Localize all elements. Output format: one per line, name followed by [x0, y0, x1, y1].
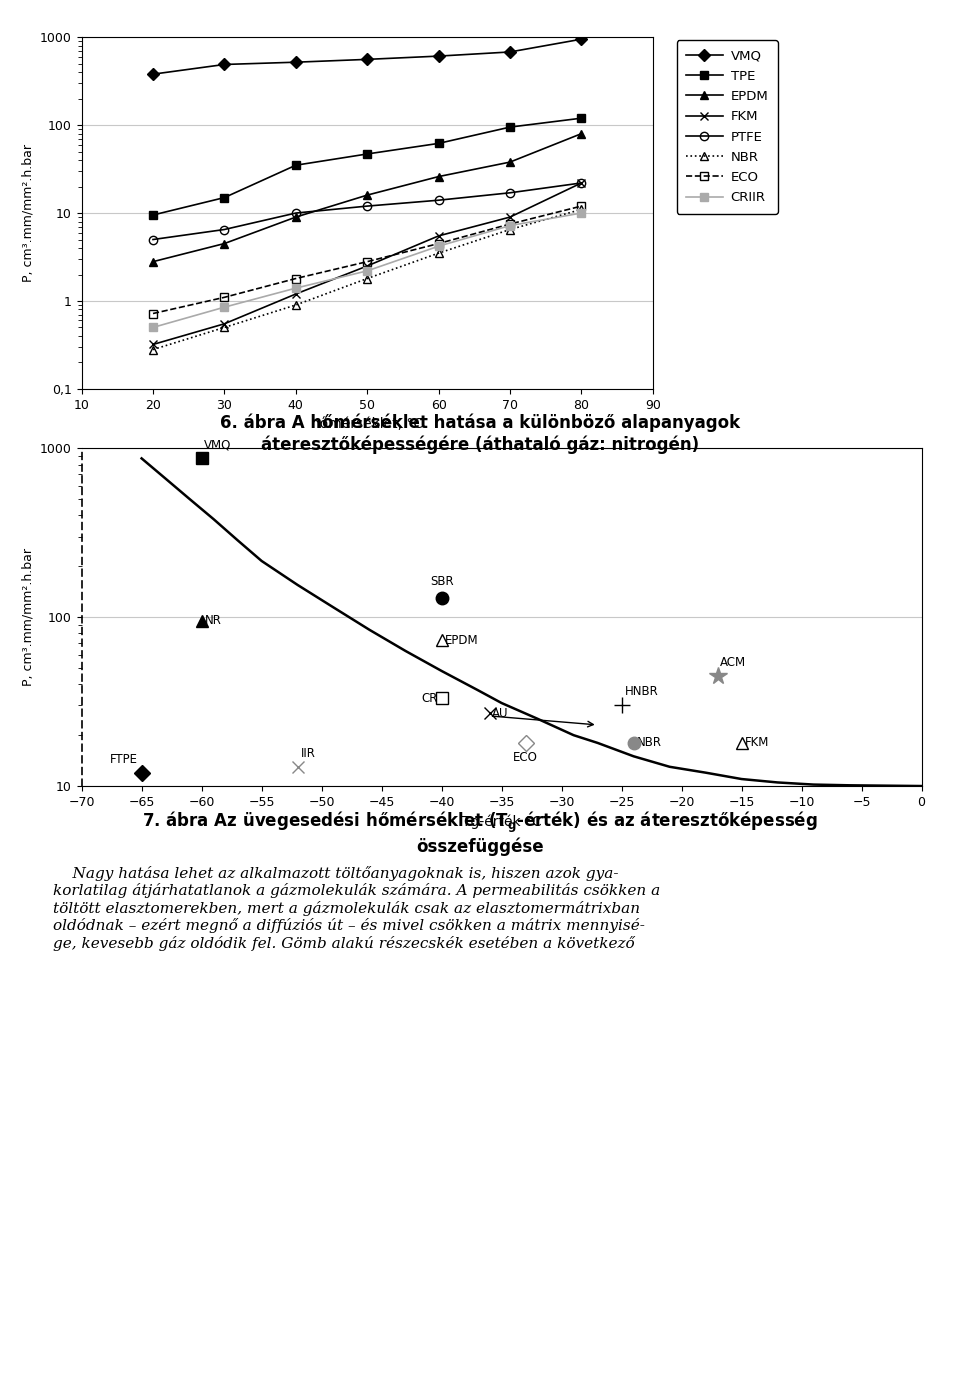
Text: Nagy hatása lehet az alkalmazott töltőanyagoknak is, hiszen azok gya-
korlatilag: Nagy hatása lehet az alkalmazott töltőan…	[53, 866, 660, 950]
Text: FKM: FKM	[744, 736, 769, 749]
Text: CR: CR	[421, 692, 438, 705]
Text: AU: AU	[492, 706, 509, 720]
Text: FTPE: FTPE	[109, 753, 137, 765]
Legend: VMQ, TPE, EPDM, FKM, PTFE, NBR, ECO, CRIIR: VMQ, TPE, EPDM, FKM, PTFE, NBR, ECO, CRI…	[677, 40, 778, 214]
X-axis label: Tg-érték °C: Tg-érték °C	[462, 815, 541, 829]
Text: ACM: ACM	[720, 656, 747, 669]
Text: ECO: ECO	[514, 752, 538, 764]
Text: 6. ábra A hőmérséklet hatása a különböző alapanyagok
áteresztőképességére (áthat: 6. ábra A hőmérséklet hatása a különböző…	[220, 414, 740, 454]
Y-axis label: P, cm³.mm/mm².h.bar: P, cm³.mm/mm².h.bar	[21, 547, 35, 687]
X-axis label: hőmérséklet, °C: hőmérséklet, °C	[311, 418, 423, 432]
Text: SBR: SBR	[430, 575, 453, 587]
Text: IIR: IIR	[300, 747, 315, 760]
Text: EPDM: EPDM	[444, 634, 478, 647]
Text: 7. ábra Az üvegesedési hőmérséklet (T$_\mathregular{g}$-érték) és az áteresztőké: 7. ábra Az üvegesedési hőmérséklet (T$_\…	[142, 809, 818, 856]
Y-axis label: P, cm³.mm/mm².h.bar: P, cm³.mm/mm².h.bar	[21, 143, 35, 283]
Text: NR: NR	[204, 615, 221, 627]
Text: NBR: NBR	[636, 736, 661, 749]
Text: HNBR: HNBR	[624, 685, 659, 699]
Text: VMQ: VMQ	[204, 439, 231, 451]
